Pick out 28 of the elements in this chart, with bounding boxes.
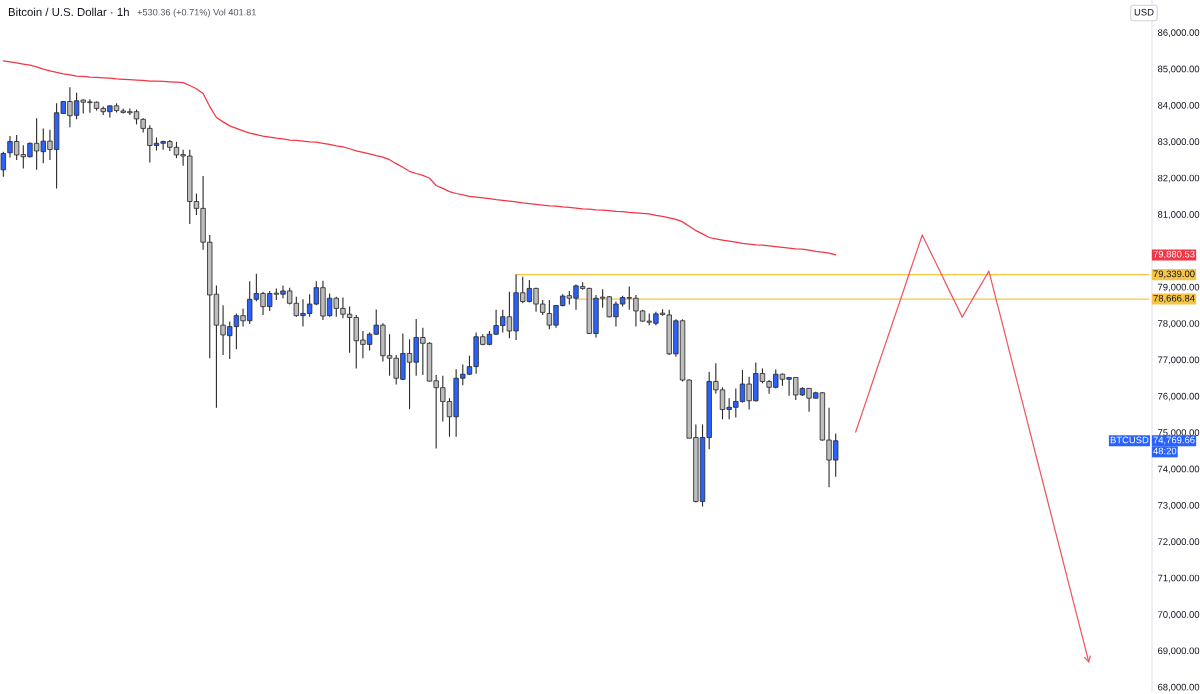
text: Bitcoin / U.S. Dollar · 1h [8,7,129,17]
y-tick-label: 83,000.00 [1157,138,1200,147]
y-tick-label: 69,000.00 [1158,647,1200,656]
candlestick [0,151,7,178]
text: 74,769.66 [1153,436,1195,445]
y-tick-label: 84,000.00 [1157,101,1200,110]
y-tick-label: 81,000.00 [1157,211,1200,219]
y-tick-label: 78,000.00 [1158,320,1200,328]
y-tick-label: 76,000.00 [1158,392,1200,401]
y-tick-label: 82,000.00 [1157,174,1200,183]
y-tick-label: 85,000.00 [1157,65,1200,74]
y-tick-label: 72,000.00 [1158,538,1200,547]
y-tick-label: 68,000.00 [1158,683,1200,692]
y-tick-label: 71,000.00 [1158,574,1200,583]
text: 48:20 [1153,447,1177,455]
text: 79,880.53 [1153,250,1195,259]
y-tick-label: 79,000.00 [1158,283,1200,292]
text: +530.36 (+0.71%) Vol 401.81 [137,8,256,18]
y-tick-label: 70,000.00 [1158,611,1200,619]
data-label: 79,339.00 [1153,270,1195,279]
y-tick-label: 73,000.00 [1158,501,1200,510]
y-axis-title: USD [1134,8,1154,16]
y-tick-label: 74,000.00 [1158,465,1200,474]
line-series [2,60,837,256]
y-tick-label: 77,000.00 [1158,356,1200,365]
y-tick-label: 86,000.00 [1157,29,1200,38]
annotation: BTCUSD [1110,436,1149,444]
data-label: 78,666.84 [1153,294,1195,303]
